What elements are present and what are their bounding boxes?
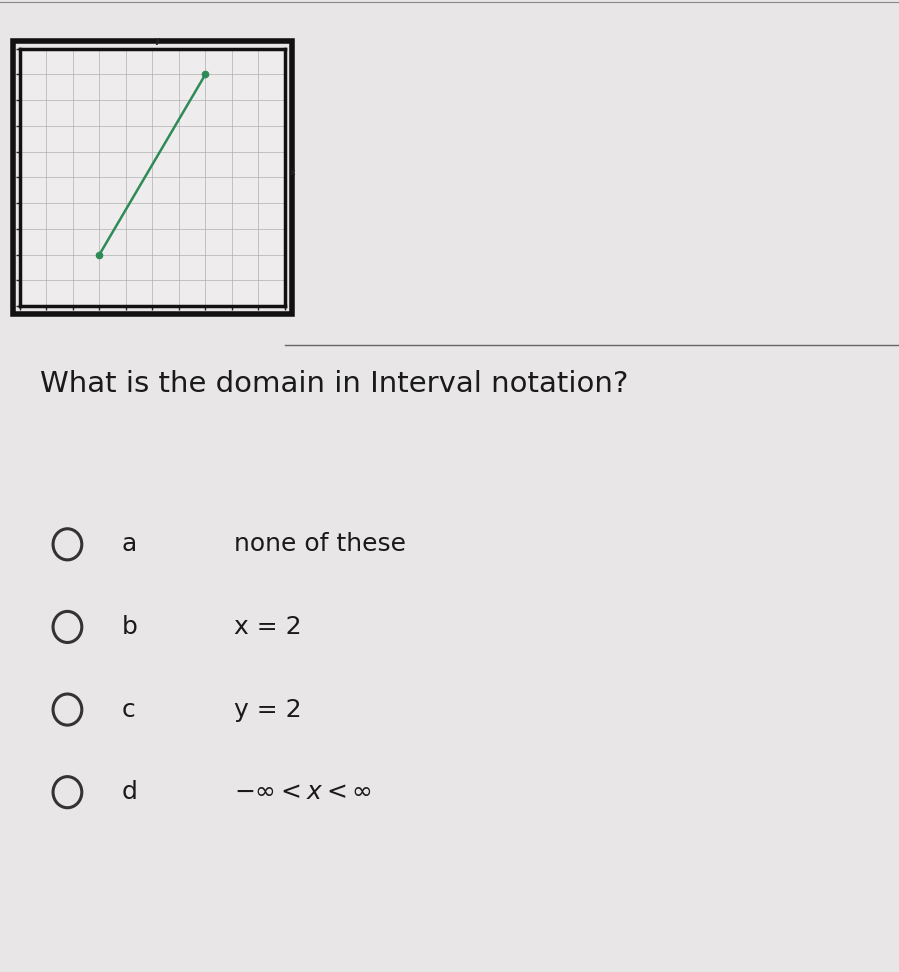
Text: b: b — [121, 615, 138, 639]
Text: y = 2: y = 2 — [234, 698, 301, 721]
Text: none of these: none of these — [234, 533, 405, 556]
FancyBboxPatch shape — [0, 0, 899, 345]
Text: c: c — [121, 698, 135, 721]
Text: $-\infty < x < \infty$: $-\infty < x < \infty$ — [234, 781, 372, 804]
Text: x: x — [290, 168, 296, 177]
Text: What is the domain in Interval notation?: What is the domain in Interval notation? — [40, 370, 628, 398]
Text: d: d — [121, 781, 138, 804]
FancyBboxPatch shape — [0, 345, 899, 972]
Text: y: y — [155, 36, 160, 46]
Text: a: a — [121, 533, 137, 556]
Text: x = 2: x = 2 — [234, 615, 301, 639]
